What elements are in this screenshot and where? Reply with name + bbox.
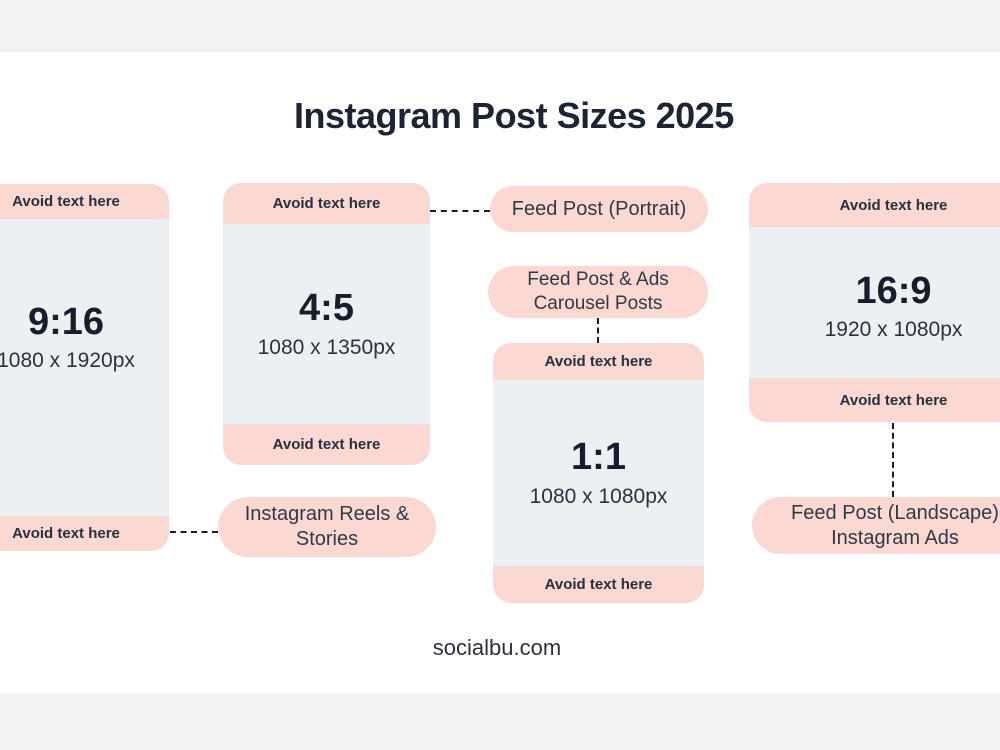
- label-pill-feed-post-ads-carousel: Feed Post & Ads Carousel Posts: [488, 266, 708, 318]
- avoid-text-label: Avoid text here: [12, 193, 120, 210]
- avoid-text-label: Avoid text here: [839, 391, 948, 409]
- avoid-text-label: Avoid text here: [839, 196, 948, 214]
- avoid-text-top-band: Avoid text here: [749, 183, 1000, 227]
- avoid-text-label: Avoid text here: [544, 353, 653, 370]
- avoid-text-label: Avoid text here: [12, 525, 120, 542]
- connector-carousel-to-1-1: [597, 318, 599, 343]
- avoid-text-label: Avoid text here: [272, 436, 381, 453]
- avoid-text-label: Avoid text here: [544, 576, 653, 593]
- page-top-band: [0, 0, 1000, 52]
- label-pill-instagram-reels-stories: Instagram Reels & Stories: [218, 497, 436, 557]
- ratio-dimensions: 1080 x 1350px: [257, 335, 396, 359]
- ratio-dimensions: 1080 x 1920px: [0, 349, 135, 373]
- label-pill-feed-post-portrait: Feed Post (Portrait): [490, 186, 708, 232]
- card-body: 4:5 1080 x 1350px: [223, 224, 430, 424]
- pill-line: Feed Post (Landscape): [791, 501, 999, 524]
- pill-line: Instagram Ads: [831, 526, 959, 549]
- connector-4-5-to-portrait: [430, 210, 490, 212]
- footer-url: socialbu.com: [432, 635, 562, 660]
- ratio-dimensions: 1080 x 1080px: [529, 484, 668, 508]
- avoid-text-label: Avoid text here: [272, 195, 381, 212]
- avoid-text-top-band: Avoid text here: [493, 343, 704, 380]
- connector-9-16-to-reels: [170, 531, 218, 533]
- page-bottom-band: [0, 693, 1000, 750]
- avoid-text-bottom-band: Avoid text here: [493, 566, 704, 603]
- pill-line: Stories: [295, 528, 359, 550]
- page-title: Instagram Post Sizes 2025: [294, 95, 734, 136]
- ratio-value: 4:5: [299, 287, 354, 330]
- avoid-text-top-band: Avoid text here: [0, 184, 169, 219]
- ratio-dimensions: 1920 x 1080px: [824, 318, 963, 342]
- pill-line: Feed Post & Ads: [527, 269, 669, 291]
- ratio-card-9-16: Avoid text here 9:16 1080 x 1920px Avoid…: [0, 184, 169, 551]
- avoid-text-bottom-band: Avoid text here: [223, 424, 430, 465]
- ratio-card-4-5: Avoid text here 4:5 1080 x 1350px Avoid …: [223, 183, 430, 465]
- card-body: 9:16 1080 x 1920px: [0, 219, 169, 516]
- avoid-text-bottom-band: Avoid text here: [0, 516, 169, 551]
- avoid-text-top-band: Avoid text here: [223, 183, 430, 224]
- label-pill-feed-post-landscape-ads: Feed Post (Landscape) Instagram Ads: [752, 497, 1000, 554]
- ratio-value: 16:9: [855, 269, 932, 312]
- pill-line: Feed Post (Portrait): [511, 197, 687, 220]
- avoid-text-bottom-band: Avoid text here: [749, 378, 1000, 422]
- ratio-card-1-1: Avoid text here 1:1 1080 x 1080px Avoid …: [493, 343, 704, 603]
- ratio-card-16-9: Avoid text here 16:9 1920 x 1080px Avoid…: [749, 183, 1000, 422]
- pill-line: Carousel Posts: [533, 293, 663, 314]
- ratio-value: 1:1: [571, 436, 626, 479]
- connector-16-9-to-landscape: [892, 423, 894, 497]
- ratio-value: 9:16: [27, 300, 105, 343]
- pill-line: Instagram Reels &: [244, 503, 410, 525]
- card-body: 1:1 1080 x 1080px: [493, 380, 704, 566]
- card-body: 16:9 1920 x 1080px: [749, 227, 1000, 378]
